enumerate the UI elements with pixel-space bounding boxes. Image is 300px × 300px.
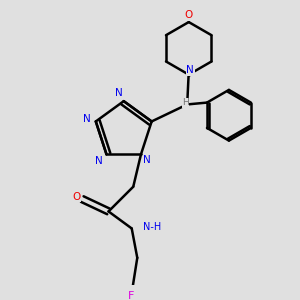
Text: O: O [184, 10, 193, 20]
Text: N: N [143, 155, 151, 165]
Text: F: F [128, 291, 134, 300]
Text: N: N [95, 156, 103, 166]
Text: O: O [73, 192, 81, 202]
Text: N: N [186, 65, 194, 75]
Text: H: H [182, 98, 189, 107]
Text: N: N [83, 114, 90, 124]
Text: N: N [115, 88, 123, 98]
Text: N-H: N-H [143, 222, 162, 232]
